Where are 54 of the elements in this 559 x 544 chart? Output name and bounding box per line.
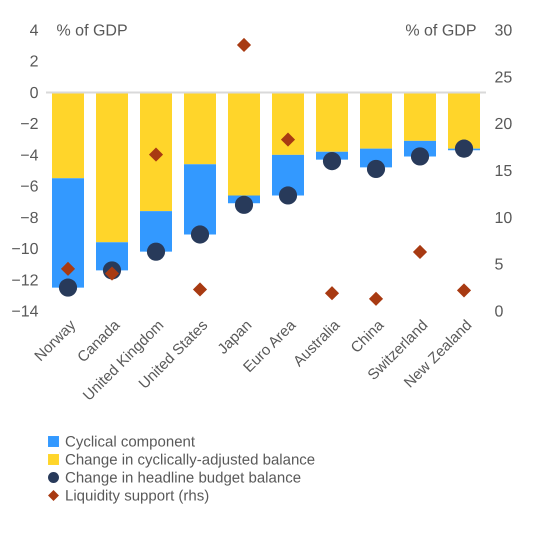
y2-tick-label: 10: [494, 210, 512, 227]
bar: [272, 92, 304, 155]
legend-label: Change in headline budget balance: [65, 470, 302, 486]
legend-label: Change in cyclically-adjusted balance: [65, 452, 316, 468]
y-tick-label: −2: [20, 116, 39, 134]
y2-tick-label: 25: [494, 69, 512, 86]
y-tick-label: 4: [30, 22, 39, 40]
y2-tick-label: 5: [494, 256, 504, 274]
y2-tick-label: 0: [494, 304, 504, 320]
y-tick-label: −14: [11, 304, 39, 320]
y-tick-label: −8: [20, 210, 39, 227]
point: [322, 152, 342, 170]
point: [280, 132, 296, 147]
point: [192, 282, 208, 297]
point: [368, 292, 384, 306]
bar: [316, 92, 348, 152]
bar: [52, 92, 84, 178]
bar: [52, 178, 84, 288]
point: [148, 148, 164, 162]
legend-label: Cyclical component: [65, 434, 196, 450]
bar: [140, 92, 172, 212]
legend-label: Liquidity support (rhs): [65, 488, 210, 504]
bar: [228, 92, 260, 196]
point: [456, 283, 472, 298]
point: [412, 244, 428, 260]
point: [410, 147, 430, 166]
y-tick-label: −6: [20, 178, 39, 196]
point: [324, 286, 340, 300]
bar: [448, 92, 480, 149]
point: [278, 186, 298, 205]
y-tick-label: −12: [11, 272, 39, 290]
point: [234, 196, 254, 214]
y-axis-title: % of GDP: [56, 22, 128, 40]
y-tick-label: 2: [30, 54, 39, 71]
y2-tick-label: 20: [494, 116, 512, 134]
point: [236, 38, 252, 52]
bar: [272, 154, 304, 196]
bar: [184, 164, 216, 235]
point: [60, 262, 76, 276]
bar: [96, 92, 128, 242]
y-tick-label: −4: [20, 147, 39, 164]
y-tick-label: −10: [11, 241, 39, 258]
point: [58, 278, 78, 297]
bar: [184, 92, 216, 164]
y2-axis-title: % of GDP: [405, 22, 476, 40]
bar: [404, 92, 436, 141]
y-tick-label: 0: [30, 84, 39, 102]
y2-tick-label: 30: [494, 22, 512, 40]
bar: [360, 92, 392, 149]
y2-tick-label: 15: [494, 163, 512, 180]
point: [146, 242, 166, 261]
point: [190, 225, 210, 244]
point: [454, 140, 474, 158]
point: [366, 160, 386, 178]
